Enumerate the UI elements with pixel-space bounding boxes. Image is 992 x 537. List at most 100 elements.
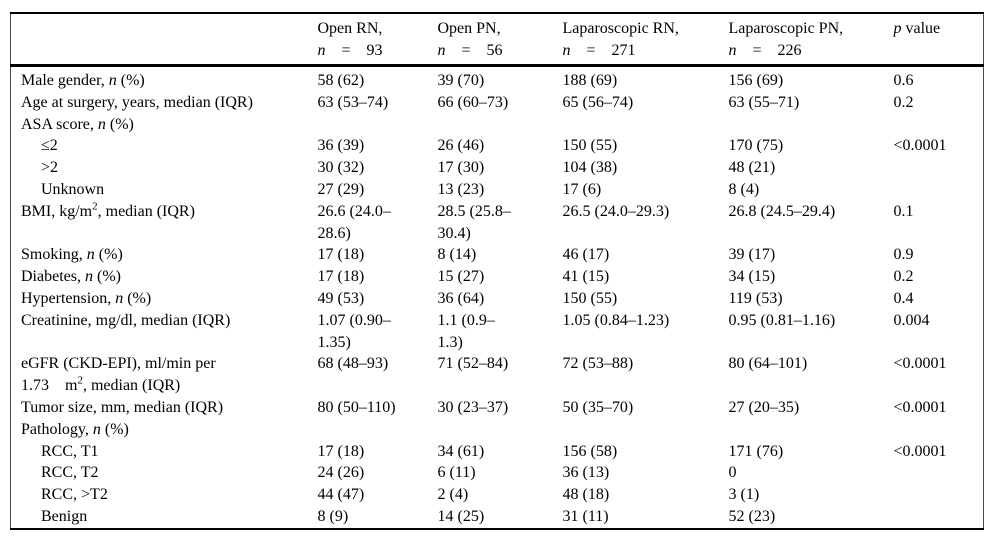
value-cell: 26.8 (24.5–29.4) (728, 202, 836, 220)
value-cell (308, 419, 428, 441)
italic-text: p (893, 20, 902, 37)
italic-text: n (562, 42, 571, 59)
value-cell: 71 (52–84) (437, 355, 509, 373)
value-cell: 65 (56–74) (562, 93, 634, 111)
row-label: Benign (11, 506, 308, 529)
text-segment: Open RN, (317, 20, 383, 37)
row-label: RCC, T2 (11, 462, 308, 484)
value-cell: 0 (728, 464, 737, 482)
header-line: p value (894, 18, 984, 40)
value-cell: 2 (4) (437, 486, 469, 504)
text-segment: (%) (116, 72, 145, 89)
value-cell: 30 (32) (317, 159, 365, 177)
italic-text: n (86, 246, 95, 264)
value-cell: 15 (27) (437, 268, 485, 286)
value-cell (719, 419, 884, 441)
value-cell: 50 (35–70) (562, 398, 634, 416)
table-body: Male gender, n (%) 58 (62) 39 (70) 188 (69)… (11, 66, 984, 529)
text-segment: ASA score, (21, 115, 98, 133)
table-row: Smoking, n (%) 17 (18) 8 (14) 46 (17) 39 (17… (11, 244, 984, 266)
row-label: RCC, T1 (11, 441, 308, 463)
value-cell: 24 (26) (317, 464, 365, 482)
header-line: Open RN, (318, 18, 428, 40)
italic-text: n (108, 72, 117, 89)
p-value-cell (884, 179, 984, 201)
italic-text: n (115, 289, 124, 307)
value-cell: 36 (64) (437, 289, 485, 307)
table-row: Age at surgery, years, median (IQR) 63 (5… (11, 92, 984, 114)
value-cell: 46 (17) (562, 246, 610, 264)
value-cell: 1.05 (0.84–1.23) (562, 311, 670, 329)
table-row: ≤2 36 (39) 26 (46) 150 (55) 170 (75) <0.0001 (11, 135, 984, 157)
header-line: Laparoscopic PN, (729, 18, 884, 40)
italic-text: n (92, 420, 101, 438)
text-segment: ≤2 (41, 137, 58, 155)
table-row: Unknown 27 (29) 13 (23) 17 (6) 8 (4) (11, 179, 984, 201)
row-label: RCC, >T2 (11, 484, 308, 506)
text-segment: BMI, kg/m (21, 202, 93, 220)
value-cell (428, 419, 553, 441)
value-cell: 8 (9) (317, 507, 349, 525)
p-value-cell: 0.6 (893, 72, 914, 89)
superscript-text: 2 (92, 200, 98, 213)
italic-text: n (317, 42, 326, 59)
value-cell: 52 (23) (728, 507, 776, 525)
value-cell: 26 (46) (437, 137, 485, 155)
p-value-cell (884, 419, 984, 441)
italic-text: n (437, 42, 446, 59)
table-row: Diabetes, n (%) 17 (18) 15 (27) 41 (15) 34 (… (11, 266, 984, 288)
p-value-cell (884, 462, 984, 484)
value-cell: 49 (53) (317, 289, 365, 307)
value-cell: 36 (13) (562, 464, 610, 482)
text-segment: = 271 (570, 42, 636, 59)
superscript-text: 2 (77, 374, 83, 387)
p-value-cell: <0.0001 (893, 137, 947, 155)
p-value-cell: 0.1 (893, 202, 914, 220)
text-segment: Unknown (41, 180, 105, 198)
table-row: Creatinine, mg/dl, median (IQR) 1.07 (0.9… (11, 310, 984, 354)
value-cell: 170 (75) (728, 137, 784, 155)
table-row: RCC, >T2 44 (47) 2 (4) 48 (18) 3 (1) (11, 484, 984, 506)
text-segment: value (901, 20, 941, 37)
value-cell: 17 (18) (317, 268, 365, 286)
row-label: Unknown (11, 179, 308, 201)
text-segment: = 93 (325, 42, 383, 59)
value-cell: 8 (4) (728, 180, 760, 198)
value-cell: 80 (50–110) (317, 398, 396, 416)
text-segment: (%) (100, 420, 129, 438)
row-label: ASA score, n (%) (11, 114, 308, 136)
italic-text: n (97, 115, 106, 133)
value-cell: 68 (48–93) (317, 355, 389, 373)
value-cell: 1.07 (0.90– 1.35) (317, 311, 391, 351)
italic-text: n (728, 42, 737, 59)
header-line: n = 56 (438, 40, 553, 62)
p-value-cell (884, 157, 984, 179)
row-label: Male gender, n (%) (11, 66, 308, 92)
p-value-cell: 0.2 (893, 268, 914, 286)
row-label: Hypertension, n (%) (11, 288, 308, 310)
value-cell: 17 (18) (317, 442, 365, 460)
value-cell: 34 (15) (728, 268, 776, 286)
table-row: Hypertension, n (%) 49 (53) 36 (64) 150 (55… (11, 288, 984, 310)
text-segment: Male gender, (21, 72, 109, 89)
p-value-cell (884, 484, 984, 506)
value-cell: 150 (55) (562, 289, 618, 307)
value-cell: 36 (39) (317, 137, 365, 155)
value-cell: 104 (38) (562, 159, 618, 177)
value-cell: 41 (15) (562, 268, 610, 286)
value-cell: 26.6 (24.0– 28.6) (317, 202, 391, 242)
value-cell (308, 114, 428, 136)
p-value-cell: <0.0001 (893, 398, 947, 416)
text-segment: >2 (41, 159, 59, 177)
column-header-open-rn: Open RN, n = 93 (307, 13, 428, 67)
value-cell: 171 (76) (728, 442, 784, 460)
text-segment: (%) (92, 268, 121, 286)
text-segment: Laparoscopic PN, (728, 20, 844, 37)
table-row: Benign 8 (9) 14 (25) 31 (11) 52 (23) (11, 506, 984, 529)
value-cell: 31 (11) (562, 507, 609, 525)
value-cell: 188 (69) (562, 72, 618, 89)
text-segment: (%) (123, 289, 152, 307)
value-cell: 6 (11) (437, 464, 476, 482)
row-label: Smoking, n (%) (11, 244, 308, 266)
